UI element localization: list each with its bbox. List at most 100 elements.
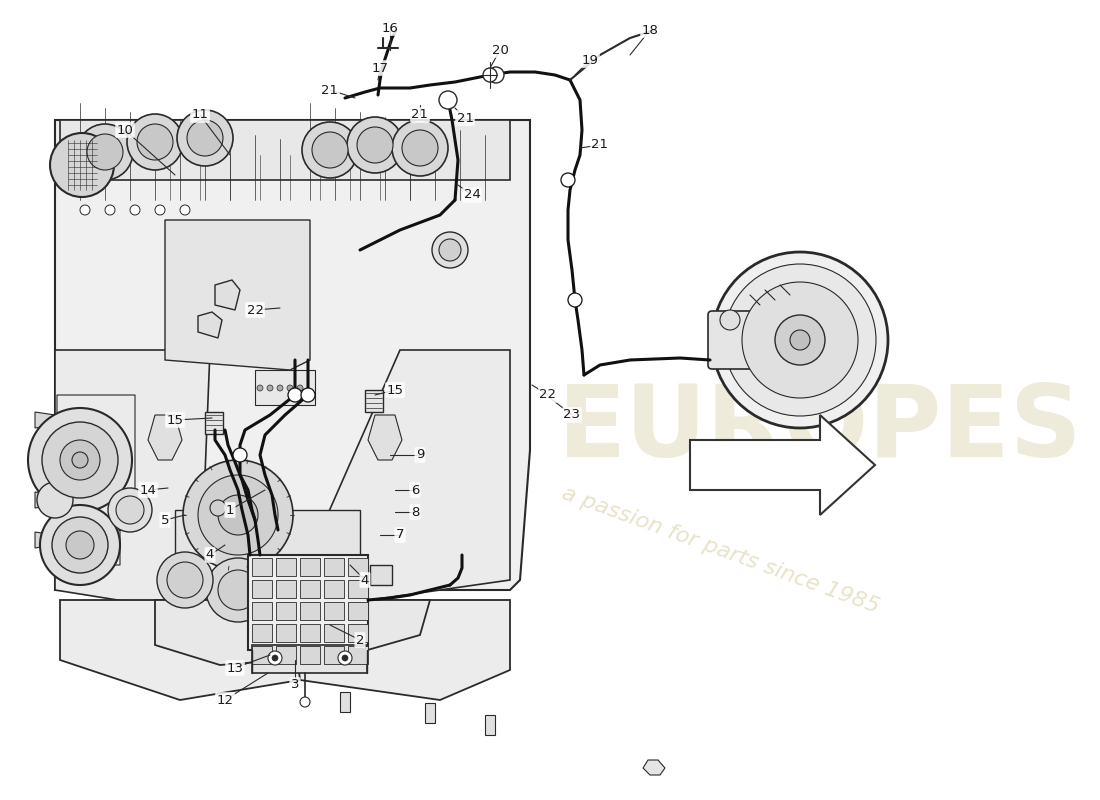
Text: 24: 24 (463, 189, 481, 202)
Circle shape (116, 496, 144, 524)
Bar (348, 602, 369, 620)
Circle shape (80, 205, 90, 215)
Polygon shape (290, 600, 510, 700)
Bar (205, 412, 223, 434)
Circle shape (312, 132, 348, 168)
Circle shape (167, 562, 204, 598)
Circle shape (218, 495, 258, 535)
Circle shape (180, 205, 190, 215)
Circle shape (50, 133, 114, 197)
Bar (255, 370, 315, 405)
Polygon shape (290, 350, 510, 610)
Circle shape (177, 110, 233, 166)
Text: 9: 9 (416, 449, 425, 462)
Bar (252, 558, 272, 576)
Circle shape (138, 124, 173, 160)
Text: 10: 10 (117, 123, 133, 137)
Text: 16: 16 (382, 22, 398, 34)
Circle shape (712, 252, 888, 428)
Text: 2: 2 (355, 634, 364, 646)
Polygon shape (198, 312, 222, 338)
Bar (324, 580, 344, 598)
Circle shape (338, 651, 352, 665)
Bar (252, 624, 272, 642)
Text: 21: 21 (456, 111, 473, 125)
Bar (324, 558, 344, 576)
Text: 22: 22 (539, 389, 557, 402)
Polygon shape (60, 600, 305, 700)
Polygon shape (35, 452, 55, 468)
Circle shape (277, 385, 283, 391)
Text: 11: 11 (191, 109, 209, 122)
Bar (370, 565, 392, 585)
Bar (252, 646, 272, 664)
Bar (252, 645, 367, 673)
Bar (276, 646, 296, 664)
Polygon shape (644, 760, 666, 775)
Polygon shape (165, 220, 310, 370)
Polygon shape (60, 120, 510, 180)
Circle shape (218, 570, 258, 610)
Circle shape (72, 452, 88, 468)
Polygon shape (35, 492, 55, 508)
Circle shape (272, 655, 278, 661)
Polygon shape (214, 280, 240, 310)
Circle shape (130, 205, 140, 215)
Bar (324, 602, 344, 620)
Bar (276, 602, 296, 620)
Circle shape (157, 552, 213, 608)
Bar (348, 624, 369, 642)
Circle shape (87, 134, 123, 170)
Circle shape (302, 122, 358, 178)
Text: 21: 21 (411, 109, 429, 122)
Bar (252, 580, 272, 598)
Polygon shape (148, 415, 182, 460)
Polygon shape (55, 350, 210, 610)
Bar (348, 580, 369, 598)
Bar (276, 558, 296, 576)
Polygon shape (690, 415, 875, 515)
Polygon shape (175, 510, 360, 560)
Circle shape (206, 558, 270, 622)
Circle shape (287, 385, 293, 391)
Circle shape (108, 488, 152, 532)
Bar (348, 646, 369, 664)
Circle shape (183, 460, 293, 570)
Circle shape (790, 330, 810, 350)
Text: 12: 12 (217, 694, 233, 706)
Polygon shape (155, 600, 430, 665)
Polygon shape (35, 532, 55, 548)
Bar (324, 624, 344, 642)
Text: 20: 20 (492, 43, 508, 57)
Text: 6: 6 (410, 483, 419, 497)
Text: 3: 3 (290, 678, 299, 691)
Polygon shape (340, 692, 350, 712)
Bar (300, 646, 320, 664)
Circle shape (187, 120, 223, 156)
Text: 17: 17 (372, 62, 388, 74)
Bar (365, 390, 383, 412)
Polygon shape (35, 412, 55, 428)
Text: 13: 13 (227, 662, 243, 674)
Bar (324, 646, 344, 664)
Circle shape (210, 500, 225, 516)
Circle shape (198, 475, 278, 555)
Circle shape (104, 205, 116, 215)
Polygon shape (425, 703, 435, 723)
Circle shape (28, 408, 132, 512)
Text: 22: 22 (246, 303, 264, 317)
Text: 7: 7 (396, 529, 405, 542)
Circle shape (288, 388, 302, 402)
Bar (252, 602, 272, 620)
Circle shape (483, 68, 497, 82)
Circle shape (40, 505, 120, 585)
Circle shape (342, 655, 348, 661)
Circle shape (60, 440, 100, 480)
Text: a passion for parts since 1985: a passion for parts since 1985 (559, 483, 881, 617)
Bar (276, 580, 296, 598)
Circle shape (42, 422, 118, 498)
Circle shape (301, 388, 315, 402)
Text: 18: 18 (641, 23, 659, 37)
Polygon shape (368, 415, 402, 460)
Text: 14: 14 (140, 483, 156, 497)
